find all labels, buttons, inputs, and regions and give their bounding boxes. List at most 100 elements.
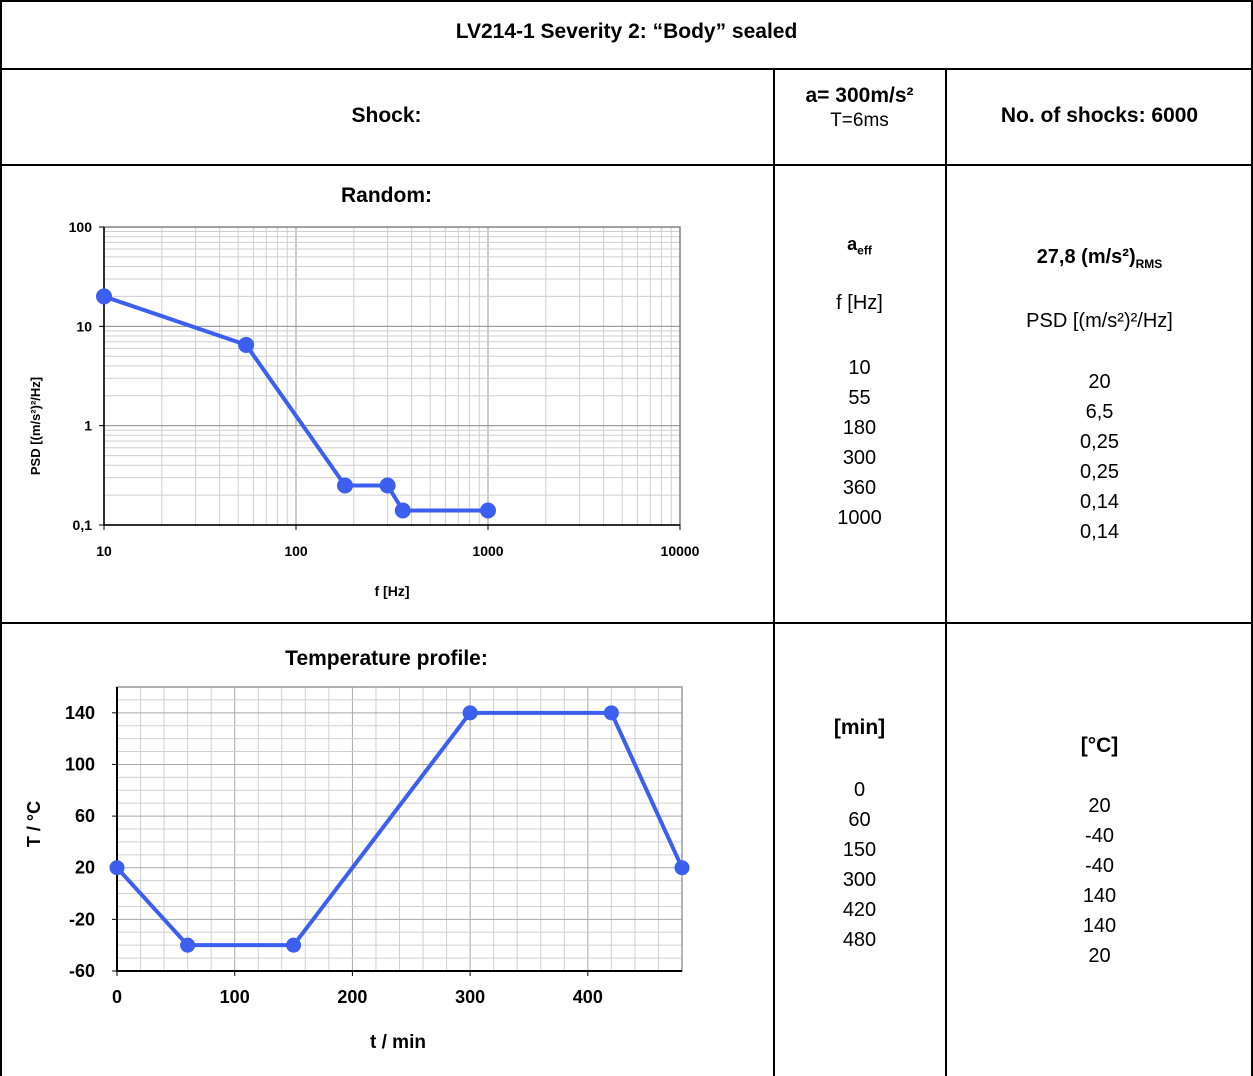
- time-value: 420: [842, 899, 877, 921]
- psd-y-tick-label: 0,1: [73, 517, 93, 533]
- psd-value: 0,25: [1080, 431, 1119, 453]
- psd-y-tick-label: 10: [76, 318, 92, 334]
- temp-value: 140: [1082, 915, 1117, 937]
- time-value: 480: [842, 929, 877, 951]
- temp-y-tick-label: -60: [69, 961, 95, 981]
- psd-data-point: [394, 502, 411, 519]
- psd-data-point: [379, 477, 396, 494]
- shock-duration: T=6ms: [830, 110, 889, 131]
- aeff-main: a: [847, 234, 858, 254]
- table-border-right: [1251, 0, 1253, 1076]
- psd-y-tick-label: 100: [69, 219, 93, 235]
- psd-axes: [103, 226, 681, 526]
- row-divider-2: [0, 164, 1253, 166]
- psd-ticks: 10 100 1000 10000 0,1 1 10 100: [69, 219, 700, 559]
- temp-x-tick-label: 200: [337, 987, 367, 1007]
- temp-value: -40: [1085, 855, 1114, 877]
- temp-value: -40: [1085, 825, 1114, 847]
- temp-value: 20: [1088, 945, 1111, 967]
- temp-x-tick-label: 0: [112, 987, 122, 1007]
- temp-data-point: [109, 860, 125, 876]
- shock-label: Shock:: [351, 104, 422, 127]
- psd-x-axis-label: f [Hz]: [375, 583, 410, 599]
- psd-x-tick-label: 10: [96, 543, 112, 559]
- freq-values: 10 55 180 300 360 1000: [773, 353, 946, 533]
- temp-y-tick-label: 60: [75, 806, 95, 826]
- row-divider-1: [0, 68, 1253, 70]
- freq-value: 55: [848, 387, 871, 409]
- temp-y-tick-label: 100: [65, 754, 95, 774]
- table-title: LV214-1 Severity 2: “Body” sealed: [455, 20, 798, 43]
- temp-data-point: [180, 937, 196, 953]
- psd-plot-area: [104, 227, 680, 525]
- freq-value: 1000: [837, 507, 882, 529]
- temp-y-axis-label: T / °C: [24, 801, 44, 847]
- psd-value: 0,14: [1080, 491, 1119, 513]
- temp-x-tick-label: 400: [573, 987, 603, 1007]
- psd-y-axis-label: PSD [(m/s²)²/Hz]: [28, 377, 43, 475]
- temp-value: 140: [1082, 885, 1117, 907]
- table-border-top: [0, 0, 1253, 2]
- time-value: 150: [842, 839, 877, 861]
- psd-x-tick-label: 10000: [661, 543, 700, 559]
- row-divider-3: [0, 622, 1253, 624]
- temp-grid: [116, 686, 683, 972]
- temp-data-point: [674, 860, 690, 876]
- temp-y-tick-label: 140: [65, 703, 95, 723]
- shock-count: No. of shocks: 6000: [1000, 104, 1199, 127]
- freq-value: 10: [848, 357, 871, 379]
- temp-x-tick-label: 300: [455, 987, 485, 1007]
- col-divider-2: [945, 68, 947, 1076]
- temp-x-tick-label: 100: [220, 987, 250, 1007]
- psd-x-tick-label: 1000: [472, 543, 503, 559]
- psd-series-line: [103, 294, 488, 513]
- time-value: 300: [842, 869, 877, 891]
- shock-acceleration: a= 300m/s²: [805, 84, 914, 107]
- freq-value: 180: [842, 417, 877, 439]
- temp-series-line: [115, 710, 684, 948]
- psd-data-point: [480, 502, 496, 519]
- temperature-chart: 0 100 200 300 400 -60 -20 20 60 100 140 t / min T …: [24, 686, 690, 1053]
- rms-sub: RMS: [1135, 257, 1163, 271]
- temp-series: [109, 705, 690, 953]
- psd-series: [96, 288, 496, 519]
- time-header: [min]: [833, 716, 886, 739]
- psd-grid: [103, 226, 681, 526]
- freq-header: f [Hz]: [836, 292, 883, 314]
- psd-chart: 10 100 1000 10000 0,1 1 10 100 f [Hz] PSD [(m/s…: [28, 219, 700, 599]
- rms-main: 27,8 (m/s²): [1036, 246, 1136, 268]
- temp-y-tick-label: 20: [75, 858, 95, 878]
- random-title: Random:: [341, 184, 432, 207]
- table-border-left: [0, 0, 2, 1076]
- temp-value: 20: [1088, 795, 1111, 817]
- psd-value: 20: [1088, 371, 1111, 393]
- rms-value: 27,8 (m/s²)RMS: [946, 246, 1253, 271]
- temp-data-point: [286, 937, 302, 953]
- temp-x-axis-label: t / min: [370, 1032, 426, 1053]
- time-value: 60: [848, 809, 871, 831]
- col-divider-1: [773, 68, 775, 1076]
- psd-value: 0,14: [1080, 521, 1119, 543]
- temp-data-point: [603, 705, 619, 721]
- psd-data-point: [337, 477, 354, 494]
- psd-data-point: [96, 288, 112, 305]
- psd-data-point: [238, 336, 255, 353]
- time-values: 0 60 150 300 420 480: [773, 775, 946, 955]
- freq-value: 360: [842, 477, 877, 499]
- temp-y-tick-label: -20: [69, 909, 95, 929]
- psd-value: 0,25: [1080, 461, 1119, 483]
- psd-value: 6,5: [1085, 401, 1114, 423]
- temp-header: [°C]: [1080, 734, 1119, 757]
- aeff-label: aeff: [773, 234, 946, 258]
- aeff-sub: eff: [857, 243, 872, 258]
- freq-value: 300: [842, 447, 877, 469]
- psd-x-tick-label: 100: [284, 543, 308, 559]
- temp-data-point: [462, 705, 478, 721]
- temp-values: 20 -40 -40 140 140 20: [946, 791, 1253, 971]
- temp-ticks: 0 100 200 300 400 -60 -20 20 60 100 140: [65, 703, 603, 1007]
- psd-y-tick-label: 1: [84, 418, 92, 434]
- temperature-title: Temperature profile:: [285, 647, 488, 670]
- psd-values: 20 6,5 0,25 0,25 0,14 0,14: [946, 367, 1253, 547]
- time-value: 0: [853, 779, 866, 801]
- psd-header: PSD [(m/s²)²/Hz]: [1026, 310, 1173, 332]
